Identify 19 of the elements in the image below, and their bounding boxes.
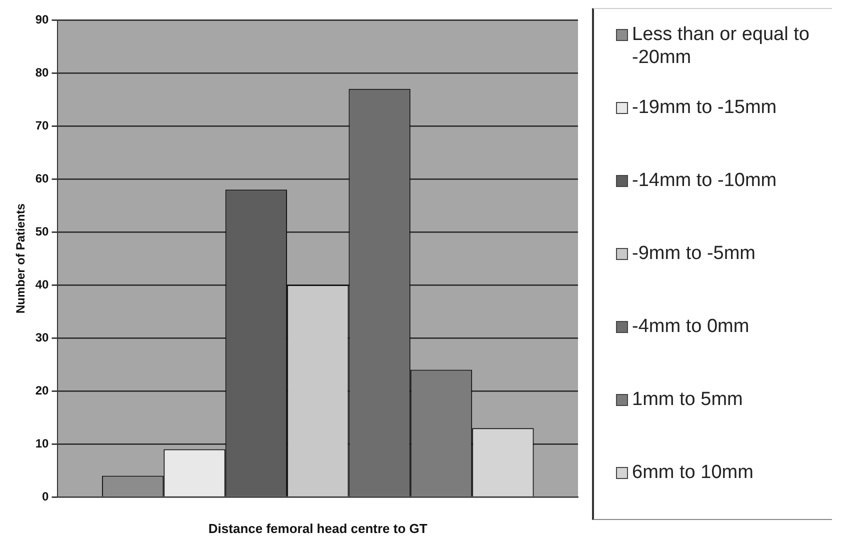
legend-label: 1mm to 5mm xyxy=(632,388,743,411)
y-tick-label: 40 xyxy=(35,277,50,292)
x-axis-title: Distance femoral head centre to GT xyxy=(208,520,428,536)
y-tick-label: 20 xyxy=(35,383,50,398)
y-tick-label: 10 xyxy=(35,436,50,450)
y-tick-label: 90 xyxy=(35,12,50,26)
y-tick-label: 30 xyxy=(35,330,50,344)
legend-label: -19mm to -15mm xyxy=(632,96,777,119)
legend-label: Less than or equal to -20mm xyxy=(632,23,810,69)
y-axis-title: Number of Patients xyxy=(14,203,28,314)
legend-label: -14mm to -10mm xyxy=(632,169,777,192)
y-tick-label: 50 xyxy=(35,224,50,238)
legend-label: 6mm to 10mm xyxy=(632,461,754,484)
y-tick-label: 60 xyxy=(35,171,50,186)
y-tick-label: 80 xyxy=(35,65,50,80)
legend-label: -9mm to -5mm xyxy=(632,242,756,265)
y-tick-label: 70 xyxy=(35,118,50,132)
y-tick-label: 0 xyxy=(42,489,50,504)
legend-label: -4mm to 0mm xyxy=(632,315,750,338)
